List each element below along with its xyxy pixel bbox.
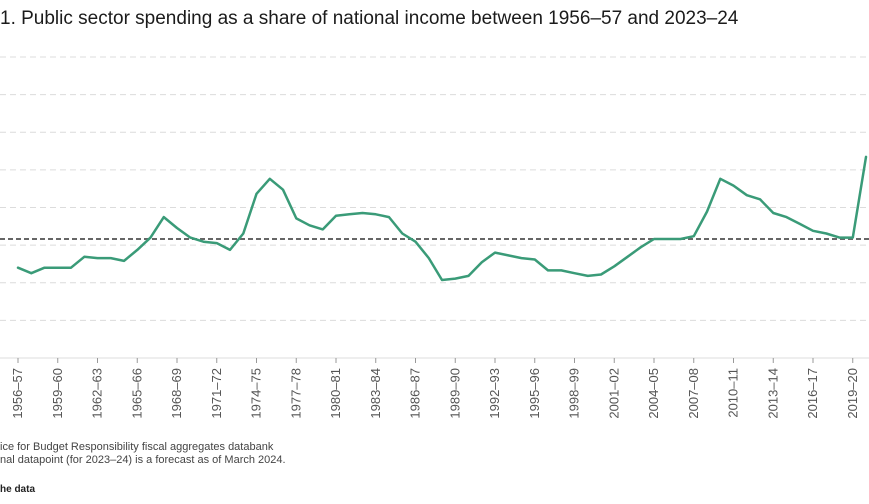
x-tick-label: 1962–63	[90, 368, 105, 419]
x-tick-label: 1989–90	[447, 368, 462, 419]
line-chart: 1956–57 1959–60 1962–63 1965–66 1968–69 1971–…	[0, 56, 869, 419]
x-tick-label: 1986–87	[408, 368, 423, 419]
x-tick-label: 1959–60	[50, 368, 65, 419]
x-tick-label: 2016–17	[805, 368, 820, 419]
series-group	[16, 155, 868, 282]
x-tick-label: 1980–81	[328, 368, 343, 419]
x-tick-label: 1998–99	[567, 368, 582, 419]
x-axis-ticks: 1956–57 1959–60 1962–63 1965–66 1968–69 1971–…	[10, 358, 860, 419]
x-tick-label: 1974–75	[249, 368, 264, 419]
x-tick-label: 1971–72	[209, 368, 224, 419]
x-tick-label: 1992–93	[487, 368, 502, 419]
x-tick-label: 2001–02	[606, 368, 621, 419]
chart-title: 1. Public sector spending as a share of …	[0, 8, 739, 29]
gridlines	[0, 56, 869, 359]
forecast-note: nal datapoint (for 2023–24) is a forecas…	[0, 454, 286, 466]
source-note: ice for Budget Responsibility fiscal agg…	[0, 441, 274, 453]
chart-notes: ice for Budget Responsibility fiscal agg…	[0, 441, 286, 467]
x-tick-label: 2007–08	[686, 368, 701, 419]
series-line	[16, 155, 868, 282]
get-the-data-link[interactable]: he data	[0, 484, 36, 495]
x-tick-label: 1977–78	[288, 368, 303, 419]
x-tick-label: 2004–05	[646, 368, 661, 419]
x-tick-label: 1956–57	[10, 368, 25, 419]
x-tick-label: 2013–14	[765, 368, 780, 419]
x-tick-label: 1968–69	[169, 368, 184, 419]
x-tick-label: 1983–84	[368, 368, 383, 419]
x-tick-label: 1965–66	[129, 368, 144, 419]
x-tick-label: 2019–20	[845, 368, 860, 419]
x-tick-label: 1995–96	[527, 368, 542, 419]
x-tick-label: 2010–11	[726, 368, 741, 418]
